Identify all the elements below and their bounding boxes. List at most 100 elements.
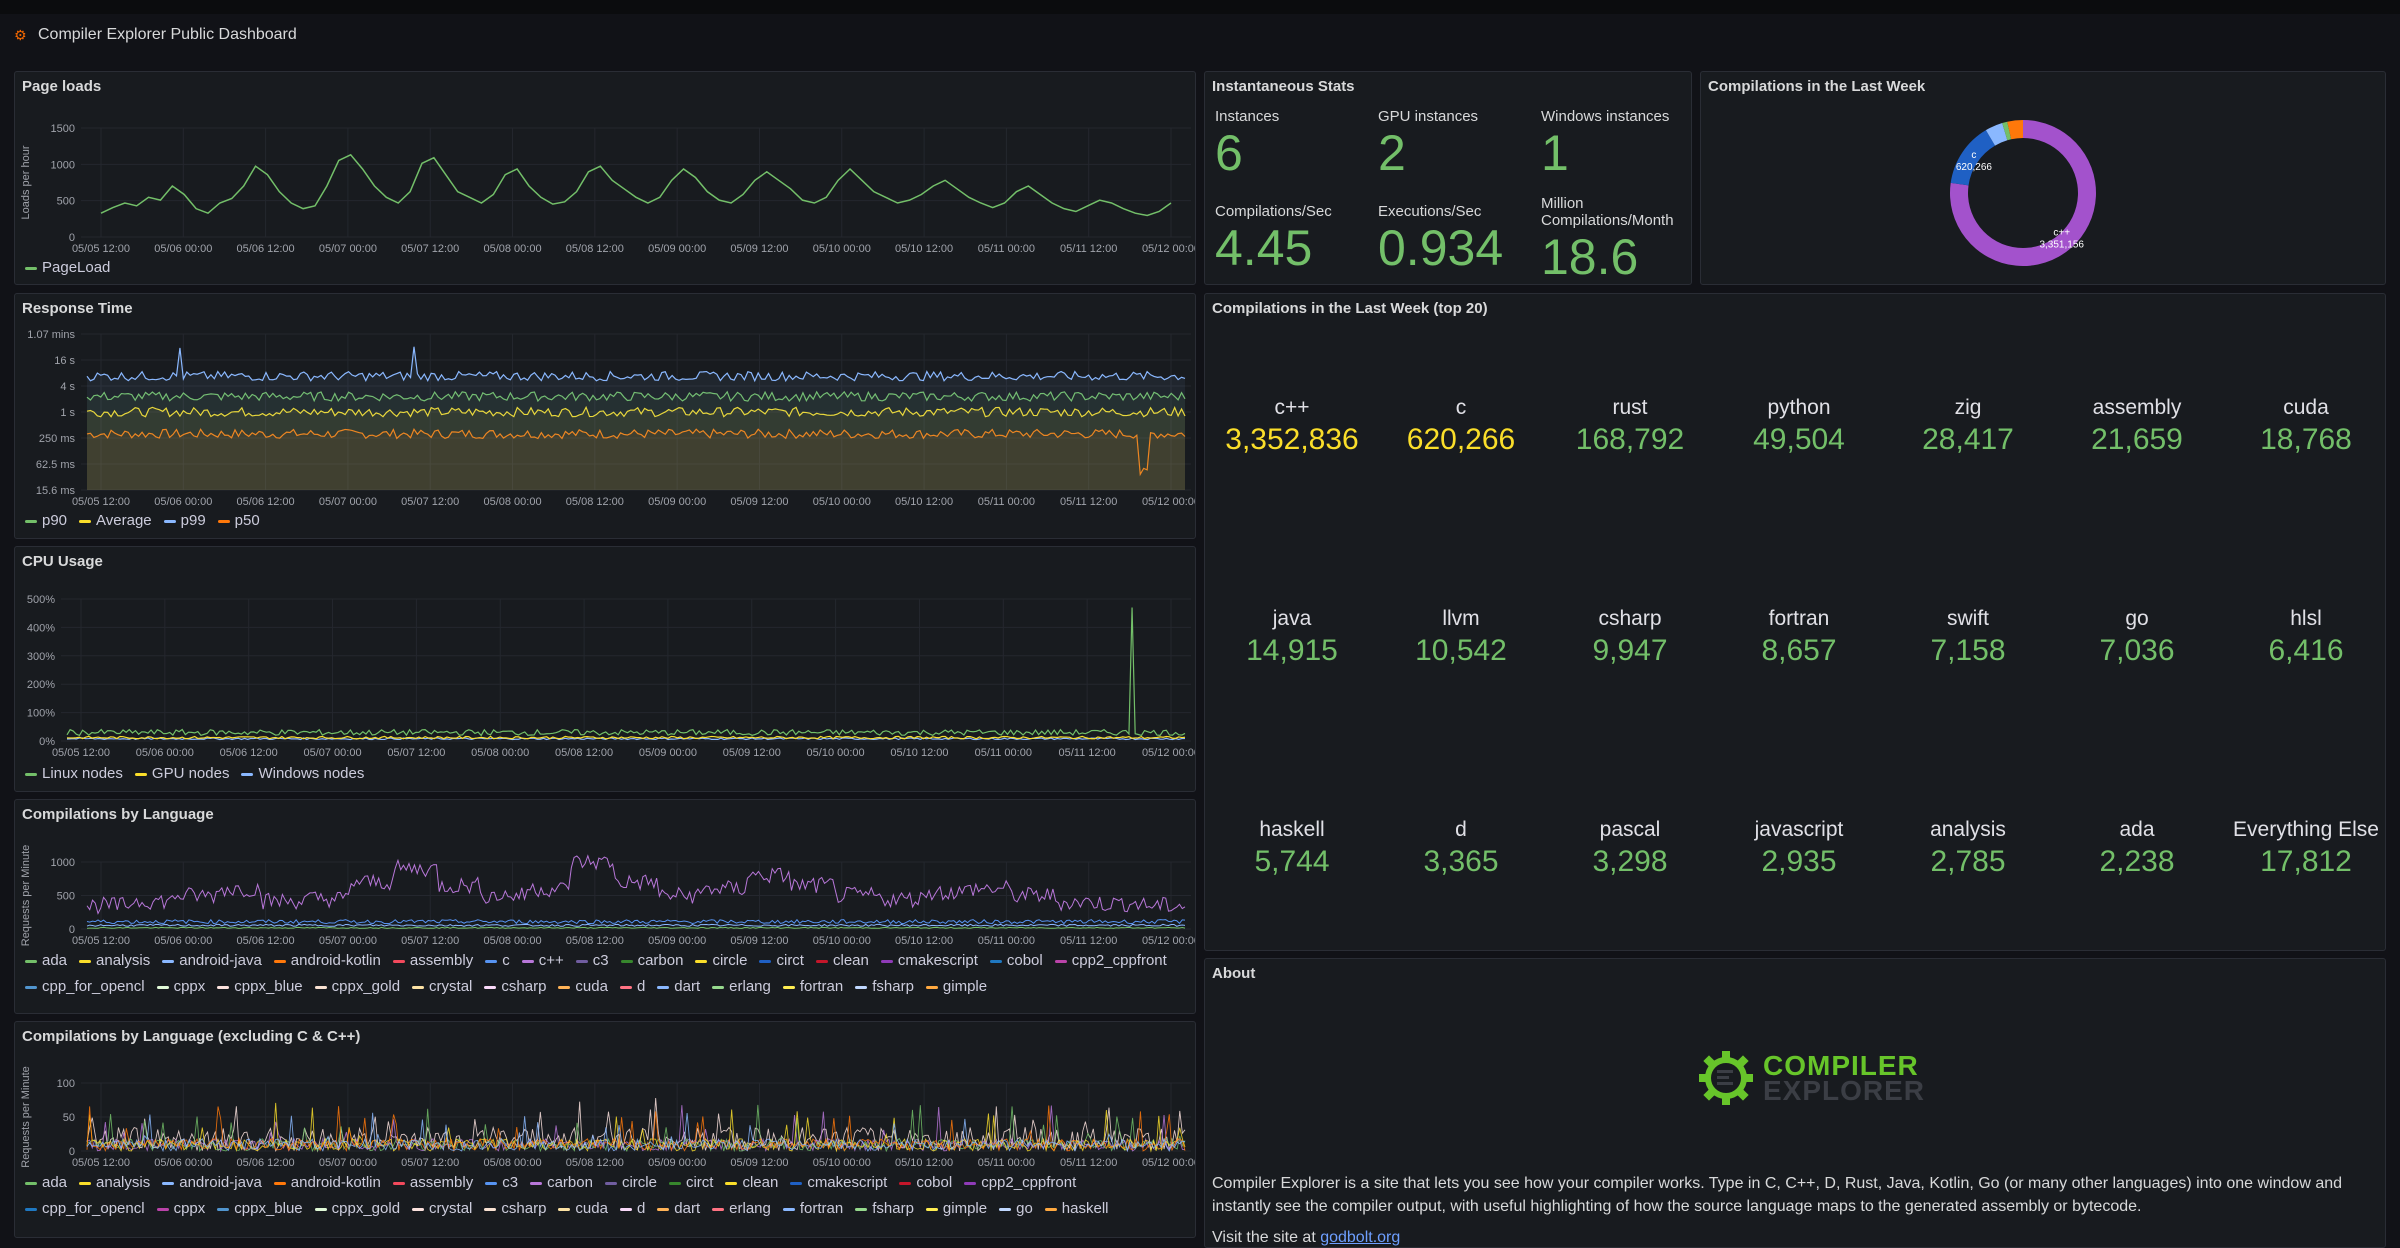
legend-label: cpp_for_opencl <box>42 978 145 995</box>
panel-title[interactable]: Instantaneous Stats <box>1212 78 1355 95</box>
legend-label: android-kotlin <box>290 1174 381 1191</box>
legend-item[interactable]: android-java <box>162 1170 262 1196</box>
legend-item[interactable]: d <box>619 1196 646 1222</box>
godbolt-link[interactable]: godbolt.org <box>1320 1229 1401 1246</box>
legend-item[interactable]: c3 <box>485 1170 518 1196</box>
panel-title[interactable]: Response Time <box>22 300 133 317</box>
legend-item[interactable]: csharp <box>484 974 546 1000</box>
legend-item[interactable]: csharp <box>484 1196 546 1222</box>
legend-item[interactable]: clean <box>815 948 869 974</box>
legend-item[interactable]: circt <box>668 1170 713 1196</box>
legend-item[interactable]: cppx <box>156 1196 205 1222</box>
legend-item[interactable]: dart <box>657 1196 700 1222</box>
panel-title[interactable]: Page loads <box>22 78 102 95</box>
legend-item[interactable]: cpp2_cppfront <box>964 1170 1076 1196</box>
page-loads-chart[interactable]: 1500 1000 500 005/05 12:00 05/06 00:00 05/06 … <box>15 72 1196 262</box>
legend-item[interactable]: Linux nodes <box>25 761 123 787</box>
legend-item[interactable]: carbon <box>620 948 683 974</box>
panel-title[interactable]: Compilations in the Last Week (top 20) <box>1212 300 1488 317</box>
dashboard-header[interactable]: ⚙ Compiler Explorer Public Dashboard <box>14 24 297 46</box>
legend-item[interactable]: cmakescript <box>790 1170 887 1196</box>
legend-item[interactable]: c3 <box>575 948 609 974</box>
legend-item[interactable]: analysis <box>79 1170 150 1196</box>
legend-item[interactable]: android-kotlin <box>273 948 381 974</box>
legend-swatch <box>485 959 498 963</box>
legend-item[interactable]: cppx_gold <box>314 1196 400 1222</box>
compilations-by-language-chart[interactable]: 1000 500 005/05 12:00 05/06 00:00 05/06 12:0… <box>15 800 1196 950</box>
legend-item[interactable]: android-kotlin <box>273 1170 381 1196</box>
legend-item[interactable]: cpp2_cppfront <box>1054 948 1167 974</box>
legend-item[interactable]: cppx <box>156 974 205 1000</box>
legend-item[interactable]: PageLoad <box>25 255 110 281</box>
legend-swatch <box>782 1207 795 1211</box>
legend-item[interactable]: fortran <box>782 974 843 1000</box>
legend-swatch <box>521 959 534 963</box>
legend-item[interactable]: assembly <box>392 1170 473 1196</box>
legend-swatch <box>25 1181 37 1185</box>
legend-item[interactable]: cobol <box>899 1170 952 1196</box>
legend-swatch <box>695 959 708 963</box>
legend-item[interactable]: go <box>999 1196 1033 1222</box>
panel-title[interactable]: Compilations by Language (excluding C & … <box>22 1028 361 1045</box>
legend-item[interactable]: assembly <box>392 948 473 974</box>
legend-item[interactable]: GPU nodes <box>134 761 229 787</box>
panel-title[interactable]: Compilations by Language <box>22 806 214 823</box>
legend-item[interactable]: p99 <box>163 508 206 534</box>
legend-item[interactable]: analysis <box>79 948 150 974</box>
legend-item[interactable]: gimple <box>925 974 987 1000</box>
stat-label: GPU instances <box>1378 108 1479 125</box>
legend-item[interactable]: cuda <box>558 974 608 1000</box>
legend-item[interactable]: circle <box>604 1170 657 1196</box>
x-tick-label: 05/11 12:00 <box>1059 747 1116 759</box>
legend-item[interactable]: fsharp <box>855 1196 914 1222</box>
legend-item[interactable]: clean <box>725 1170 778 1196</box>
cpu-usage-chart[interactable]: 500% 400% 300% 200% 100% 0%05/05 12:00 05/06 0… <box>15 547 1196 765</box>
legend-item[interactable]: cpp_for_opencl <box>25 1196 145 1222</box>
legend-item[interactable]: dart <box>657 974 700 1000</box>
legend-item[interactable]: c <box>485 948 510 974</box>
legend-item[interactable]: fortran <box>782 1196 843 1222</box>
legend-item[interactable]: cppx_gold <box>314 974 400 1000</box>
legend-item[interactable]: circle <box>695 948 747 974</box>
legend-item[interactable]: p50 <box>217 508 260 534</box>
legend-label: csharp <box>501 978 547 995</box>
legend-item[interactable]: cppx_blue <box>217 1196 303 1222</box>
legend-item[interactable]: Windows nodes <box>241 761 364 787</box>
compilations-excluding-chart[interactable]: 100 50 005/05 12:00 05/06 00:00 05/06 12:00 0… <box>15 1022 1196 1172</box>
panel-title[interactable]: Compilations in the Last Week <box>1708 78 1926 95</box>
language-series-line <box>86 923 1186 927</box>
legend-item[interactable]: erlang <box>712 1196 771 1222</box>
legend-item[interactable]: ada <box>25 1170 67 1196</box>
legend-item[interactable]: d <box>619 974 645 1000</box>
legend-item[interactable]: crystal <box>412 974 472 1000</box>
legend-item[interactable]: cmakescript <box>880 948 978 974</box>
legend-item[interactable]: carbon <box>530 1170 593 1196</box>
legend-item[interactable]: cpp_for_opencl <box>25 974 145 1000</box>
legend-item[interactable]: ada <box>25 948 67 974</box>
panel-title[interactable]: About <box>1212 965 1256 982</box>
legend-item[interactable]: c++ <box>521 948 564 974</box>
legend-item[interactable]: cppx_blue <box>217 974 303 1000</box>
legend-item[interactable]: cuda <box>558 1196 608 1222</box>
legend-label: d <box>636 1200 646 1217</box>
y-axis-label: Loads per hour <box>20 145 32 219</box>
legend-item[interactable]: crystal <box>412 1196 472 1222</box>
x-tick-label: 05/09 12:00 <box>730 935 788 947</box>
legend-item[interactable]: android-java <box>162 948 262 974</box>
legend-item[interactable]: cobol <box>989 948 1043 974</box>
legend-item[interactable]: Average <box>79 508 152 534</box>
legend-item[interactable]: gimple <box>925 1196 987 1222</box>
x-tick-label: 05/09 12:00 <box>730 243 788 255</box>
legend-label: carbon <box>547 1174 593 1191</box>
legend-item[interactable]: erlang <box>712 974 771 1000</box>
logo-word-explorer: EXPLORER <box>1763 1075 1926 1106</box>
compilations-last-week-panel: Compilations in the Last Week c++ 3,351,1… <box>1700 71 2386 285</box>
legend-item[interactable]: haskell <box>1044 1196 1109 1222</box>
legend-item[interactable]: circt <box>759 948 804 974</box>
panel-title[interactable]: CPU Usage <box>22 553 103 570</box>
legend-item[interactable]: p90 <box>25 508 67 534</box>
legend-item[interactable]: fsharp <box>855 974 914 1000</box>
language-count: 5,744 <box>1254 845 1330 878</box>
